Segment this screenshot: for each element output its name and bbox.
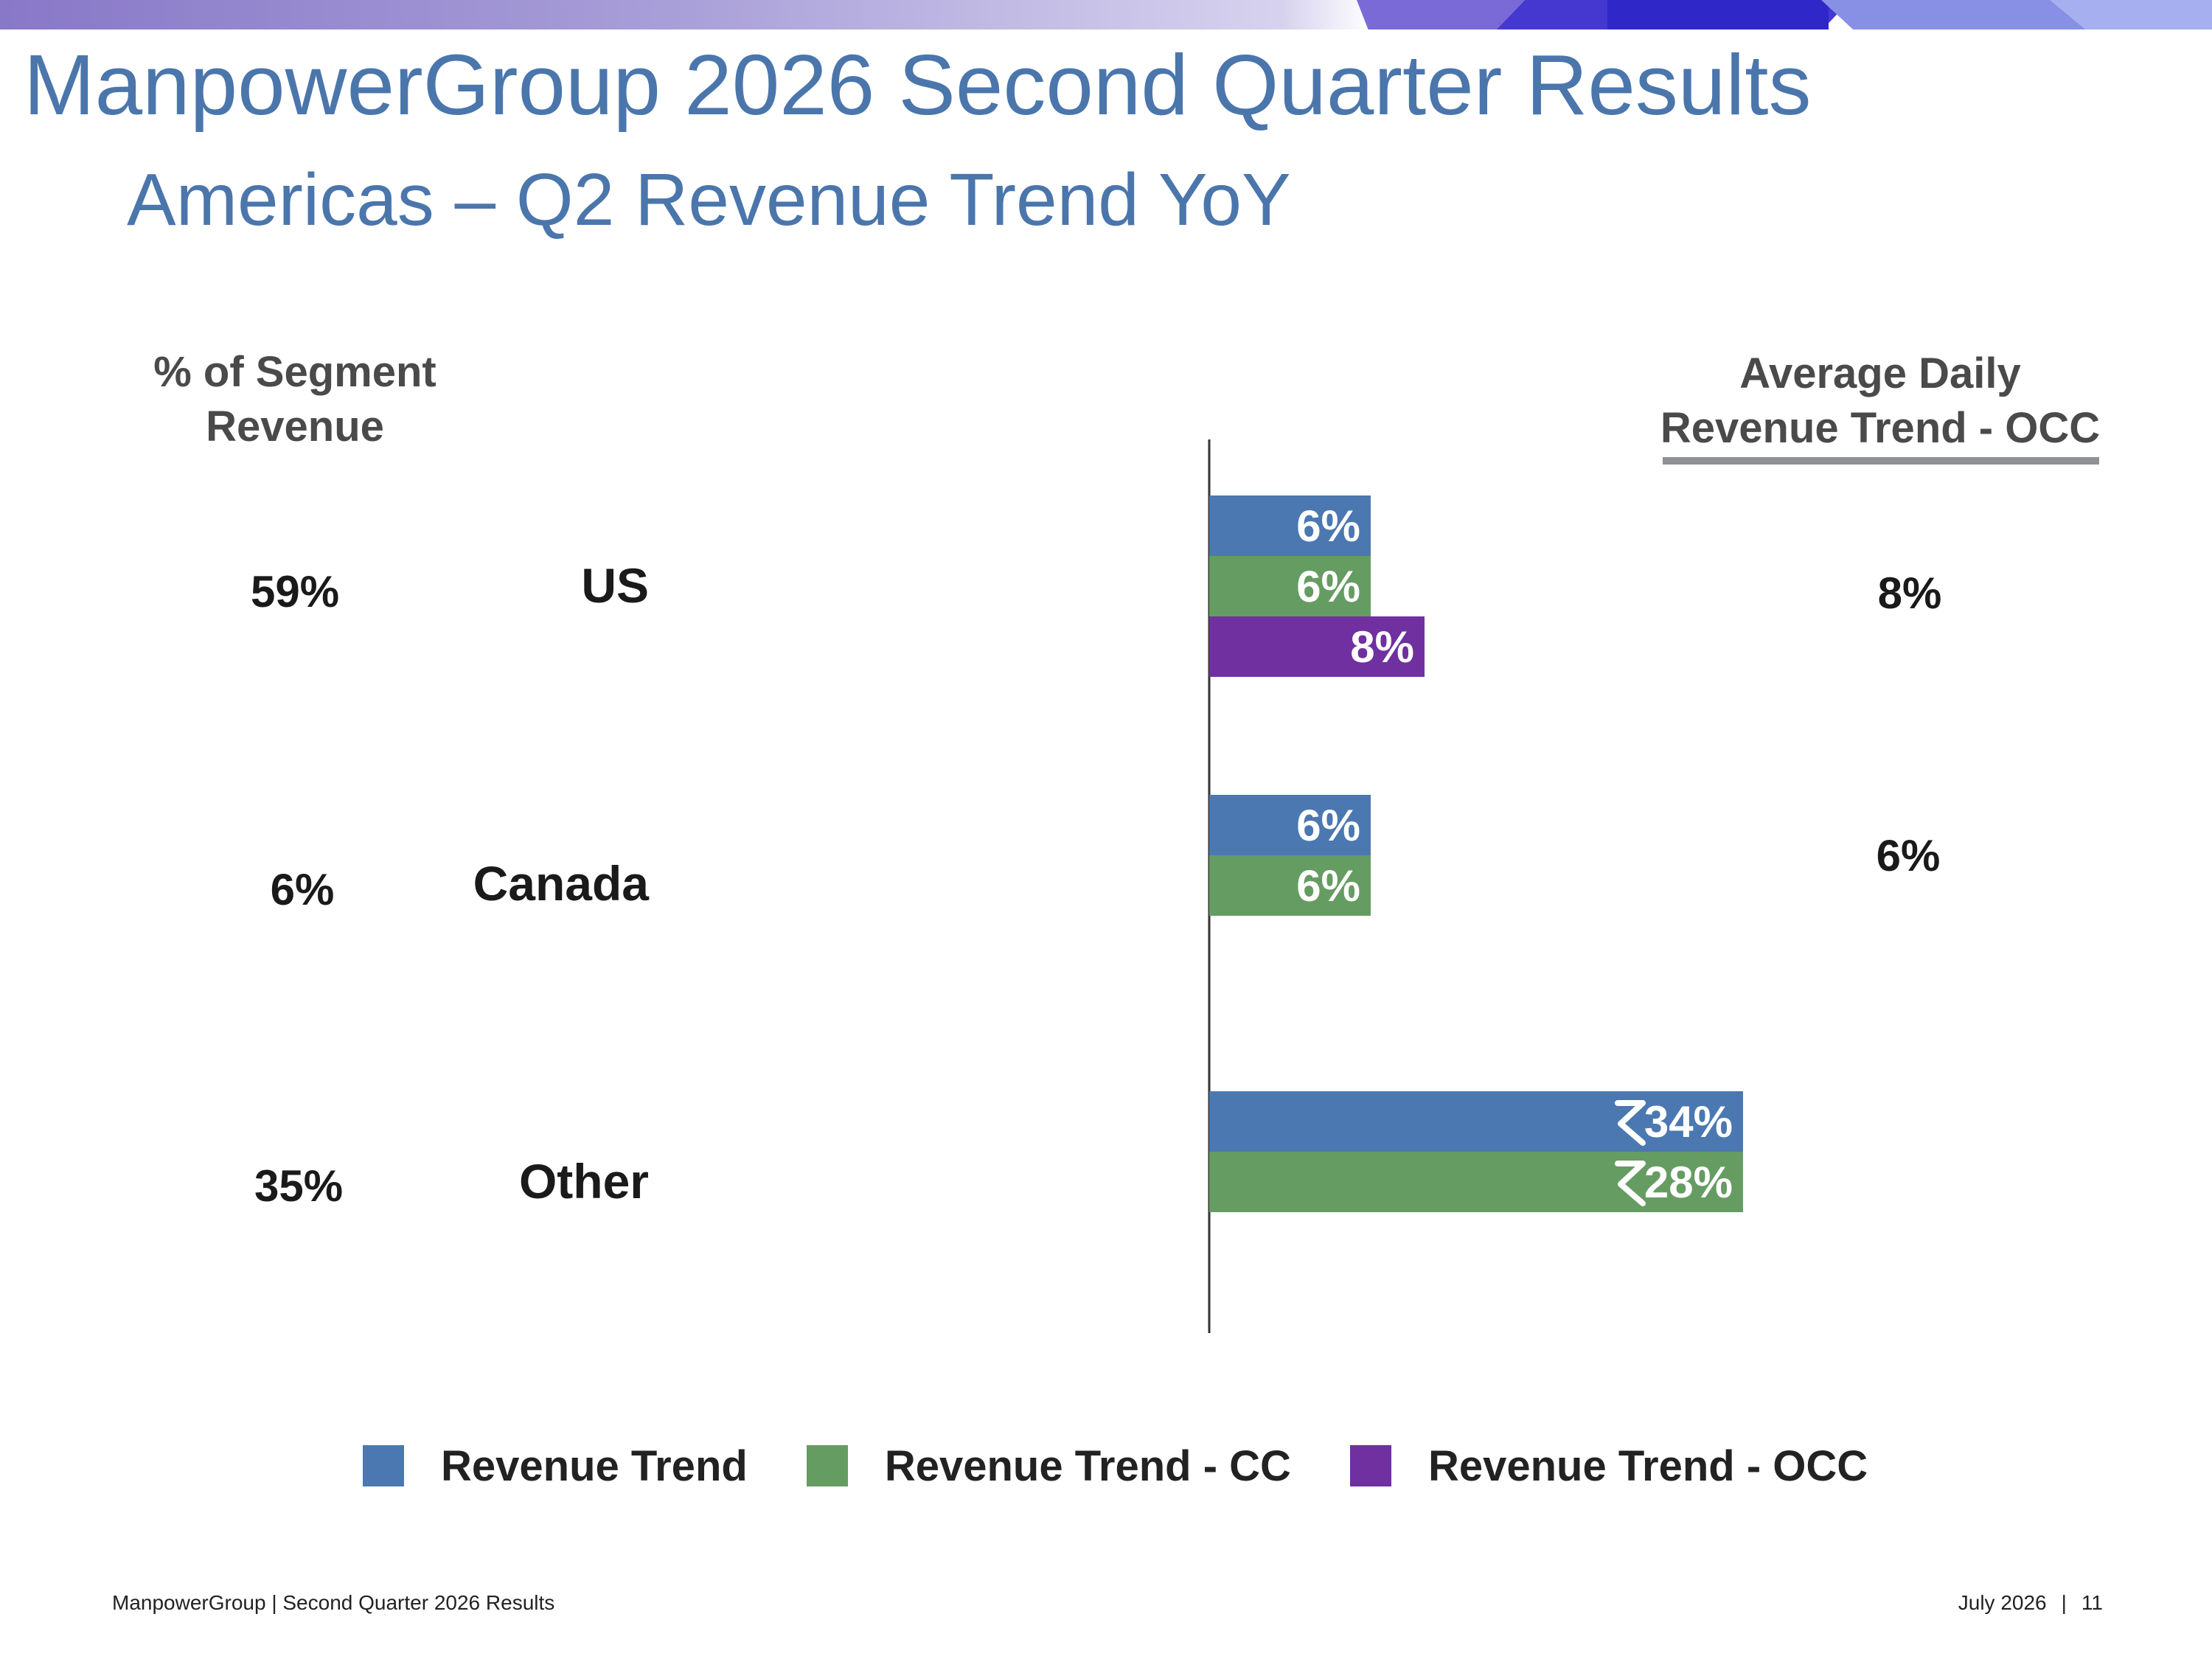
legend-swatch-revenue-trend-occ xyxy=(1349,1445,1391,1486)
segment-revenue-header: % of Segment Revenue xyxy=(111,345,479,454)
footer-right: July 2026 | 11 xyxy=(1958,1591,2103,1615)
avg-daily-occ-canada: 6% xyxy=(1876,831,1941,880)
top-decorative-band xyxy=(0,0,2212,29)
slide-title: ManpowerGroup 2026 Second Quarter Result… xyxy=(24,37,1812,133)
occ-trend-header-line: Average Daily xyxy=(1739,349,2021,397)
segment-revenue-header-line: % of Segment xyxy=(153,348,437,396)
bar-value-label: 28% xyxy=(1644,1158,1733,1207)
footer-date: July 2026 xyxy=(1958,1591,2047,1614)
footer-separator: | xyxy=(2061,1591,2067,1614)
bar-revenue-trend-canada xyxy=(1209,795,1371,855)
band-facet xyxy=(1607,0,1829,29)
bar-revenue-trend-us xyxy=(1209,495,1371,556)
region-label-other: Other xyxy=(518,1154,649,1208)
bar-revenue-trend-cc-canada xyxy=(1209,855,1371,916)
legend-label: Revenue Trend - OCC xyxy=(1427,1441,1868,1490)
legend-item: Revenue Trend - OCC xyxy=(1349,1441,1868,1491)
region-label-us: US xyxy=(581,558,649,613)
avg-daily-occ-us: 8% xyxy=(1877,568,1942,618)
segment-pct-canada: 6% xyxy=(270,865,335,914)
segment-pct-us: 59% xyxy=(250,567,340,616)
legend-swatch-revenue-trend xyxy=(363,1445,404,1486)
bar-revenue-trend-cc-us xyxy=(1209,556,1371,616)
bar-revenue-trend-other xyxy=(1209,1091,1743,1152)
bar-value-label: 6% xyxy=(1296,861,1360,911)
axis-break-icon xyxy=(1615,1100,1646,1146)
bar-revenue-trend-cc-other xyxy=(1209,1152,1743,1212)
occ-header-underline xyxy=(1663,457,2099,465)
bar-value-label: 34% xyxy=(1644,1097,1733,1147)
bar-value-label: 6% xyxy=(1296,562,1360,611)
page-number: 11 xyxy=(2081,1591,2103,1614)
footer-left: ManpowerGroup | Second Quarter 2026 Resu… xyxy=(112,1591,555,1614)
band-facet xyxy=(1821,0,2087,29)
bar-value-label: 6% xyxy=(1296,501,1360,551)
slide-subtitle: Americas – Q2 Revenue Trend YoY xyxy=(127,159,1291,241)
segment-revenue-header-line: Revenue xyxy=(206,403,384,451)
occ-trend-header: Average Daily Revenue Trend - OCC xyxy=(1607,347,2153,456)
legend-item: Revenue Trend - CC xyxy=(806,1441,1291,1491)
legend-label: Revenue Trend xyxy=(441,1441,748,1490)
legend-item: Revenue Trend xyxy=(363,1441,748,1491)
bar-revenue-trend-occ-us xyxy=(1209,616,1425,677)
region-label-canada: Canada xyxy=(473,856,649,911)
legend-label: Revenue Trend - CC xyxy=(884,1441,1291,1490)
segment-pct-other: 35% xyxy=(254,1161,344,1211)
bar-value-label: 6% xyxy=(1296,801,1360,850)
chart-legend: Revenue Trend Revenue Trend - CC Revenue… xyxy=(363,1441,1927,1491)
bar-value-label: 8% xyxy=(1350,622,1414,672)
legend-swatch-revenue-trend-cc xyxy=(806,1445,848,1486)
axis-break-icon xyxy=(1615,1161,1646,1206)
occ-trend-header-line: Revenue Trend - OCC xyxy=(1660,404,2101,452)
